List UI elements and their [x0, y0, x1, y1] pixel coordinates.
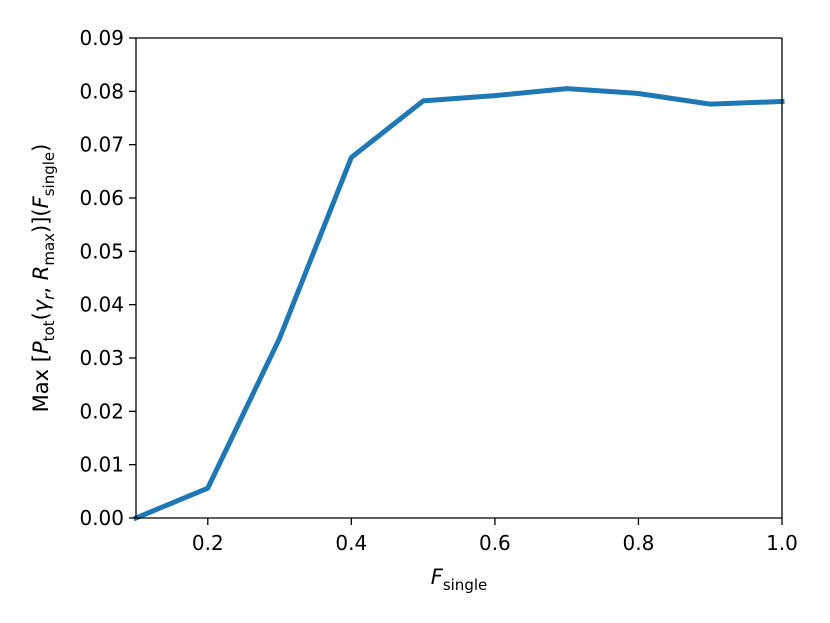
y-label-comma: , — [29, 280, 53, 293]
y-label-prefix: Max [ — [29, 354, 53, 412]
y-tick-label: 0.09 — [79, 26, 124, 50]
x-tick-label: 0.2 — [192, 531, 224, 555]
x-axis-label: Fsingle — [431, 565, 488, 594]
x-axis-label-main: F — [431, 565, 444, 589]
y-axis-ticks: 0.00 0.01 0.02 0.03 0.04 0.05 0.06 0.07 0.08 0.09 — [79, 26, 136, 530]
y-axis-label: Max [Ptot(γr, Rmax)](Fsingle) — [29, 144, 58, 413]
y-label-f: F — [29, 195, 53, 208]
plot-area — [136, 38, 782, 518]
series-layer — [132, 86, 785, 522]
y-tick-label: 0.04 — [79, 293, 124, 317]
y-tick-label: 0.07 — [79, 133, 124, 157]
y-label-open: ( — [29, 312, 53, 320]
series-line-0 — [132, 86, 785, 522]
axes-frame — [135, 37, 783, 519]
x-tick-label: 0.4 — [335, 531, 367, 555]
x-tick-label: 1.0 — [766, 531, 798, 555]
y-tick-label: 0.00 — [79, 506, 124, 530]
x-axis-label-sub: single — [443, 576, 487, 594]
y-label-close: )]( — [29, 208, 53, 233]
y-label-r-sub: max — [40, 233, 58, 266]
x-tick-label: 0.8 — [623, 531, 655, 555]
y-label-gamma: γ — [29, 298, 53, 312]
y-tick-label: 0.05 — [79, 239, 124, 263]
y-label-r: R — [29, 266, 53, 281]
y-tick-label: 0.08 — [79, 79, 124, 103]
y-tick-label: 0.03 — [79, 346, 124, 370]
y-tick-label: 0.01 — [79, 453, 124, 477]
x-axis-ticks: 0.2 0.4 0.6 0.8 1.0 — [192, 518, 798, 555]
y-label-gamma-sub: r — [40, 293, 58, 300]
y-label-f-sub: single — [40, 152, 58, 196]
y-tick-label: 0.02 — [79, 399, 124, 423]
x-tick-label: 0.6 — [479, 531, 511, 555]
y-label-p-sub: tot — [40, 320, 58, 341]
y-label-end: ) — [29, 144, 53, 152]
y-tick-label: 0.06 — [79, 186, 124, 210]
y-label-p: P — [29, 341, 53, 354]
